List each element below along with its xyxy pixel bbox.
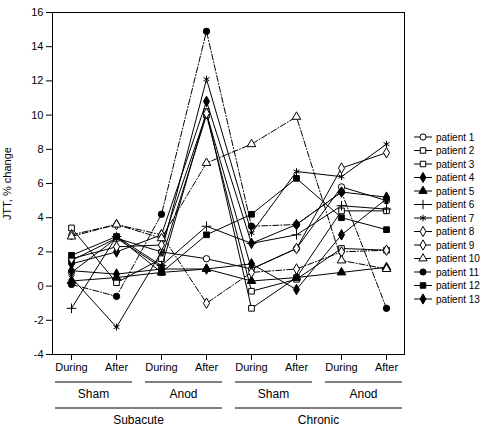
svg-text:2: 2 (37, 245, 43, 257)
svg-text:14: 14 (31, 40, 43, 52)
svg-text:6: 6 (37, 177, 43, 189)
svg-text:patient 6: patient 6 (436, 199, 475, 210)
svg-text:patient 5: patient 5 (436, 185, 475, 196)
svg-text:-2: -2 (34, 314, 44, 326)
svg-text:Sham: Sham (78, 387, 109, 401)
svg-text:Chronic: Chronic (298, 413, 339, 427)
svg-text:During: During (325, 361, 357, 373)
svg-text:16: 16 (31, 6, 43, 18)
svg-text:Anod: Anod (169, 387, 197, 401)
svg-text:4: 4 (37, 211, 43, 223)
svg-text:Subacute: Subacute (113, 413, 164, 427)
svg-text:patient 11: patient 11 (436, 266, 480, 277)
svg-text:patient 3: patient 3 (436, 158, 475, 169)
svg-text:12: 12 (31, 74, 43, 86)
svg-text:After: After (375, 361, 399, 373)
svg-text:patient 12: patient 12 (436, 280, 480, 291)
svg-text:Sham: Sham (258, 387, 289, 401)
svg-text:JTT, % change: JTT, % change (1, 147, 13, 220)
svg-text:patient 8: patient 8 (436, 226, 475, 237)
svg-text:patient 4: patient 4 (436, 172, 475, 183)
svg-text:patient 10: patient 10 (436, 253, 480, 264)
svg-text:patient 9: patient 9 (436, 239, 475, 250)
svg-text:During: During (145, 361, 177, 373)
svg-text:After: After (105, 361, 129, 373)
svg-text:Anod: Anod (349, 387, 377, 401)
svg-text:During: During (235, 361, 267, 373)
svg-text:-4: -4 (34, 348, 44, 360)
svg-text:After: After (285, 361, 309, 373)
svg-text:patient 1: patient 1 (436, 131, 475, 142)
svg-text:8: 8 (37, 143, 43, 155)
svg-text:patient 7: patient 7 (436, 212, 475, 223)
svg-text:After: After (195, 361, 219, 373)
svg-text:During: During (55, 361, 87, 373)
svg-text:patient 13: patient 13 (436, 293, 480, 304)
svg-text:10: 10 (31, 109, 43, 121)
svg-text:0: 0 (37, 280, 43, 292)
svg-text:patient 2: patient 2 (436, 145, 475, 156)
